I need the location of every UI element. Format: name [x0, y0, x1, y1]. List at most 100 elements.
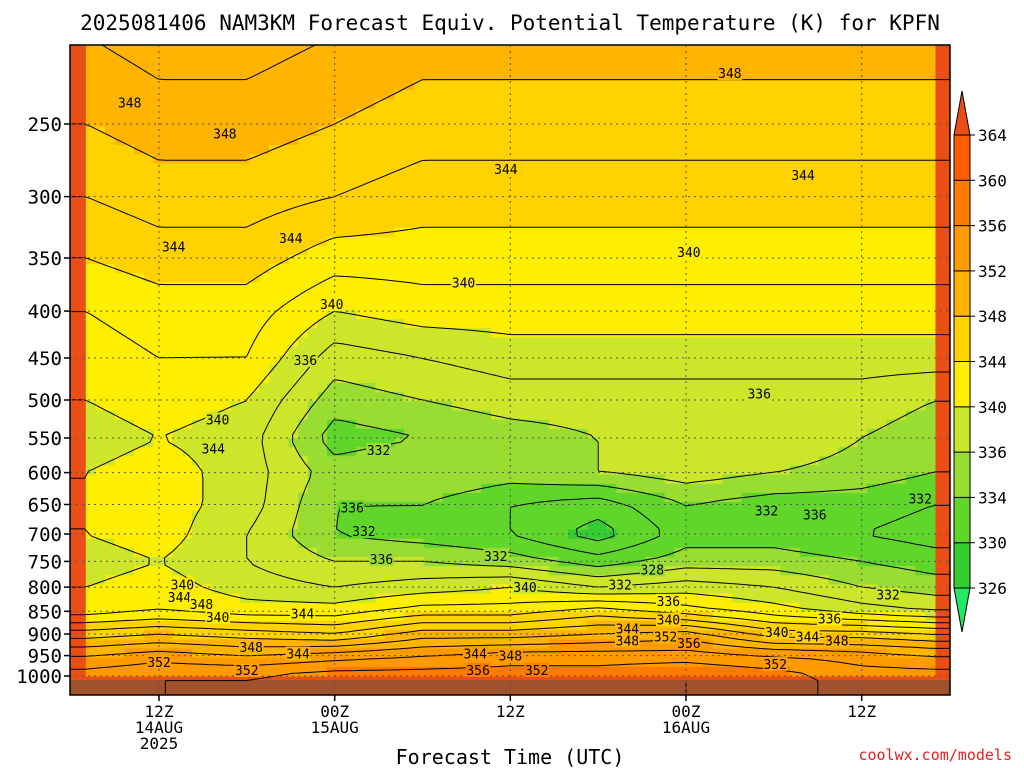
- field-cell: [597, 566, 608, 576]
- field-cell: [722, 300, 733, 311]
- field-cell: [751, 209, 762, 219]
- field-cell: [114, 218, 125, 229]
- field-cell: [732, 639, 743, 650]
- field-cell: [85, 602, 97, 613]
- field-cell: [423, 318, 434, 329]
- field-cell: [645, 529, 656, 540]
- field-cell: [114, 172, 125, 183]
- field-cell: [529, 419, 540, 430]
- field-cell: [587, 520, 598, 531]
- field-cell: [770, 264, 782, 274]
- field-cell: [548, 593, 560, 604]
- field-cell: [365, 502, 376, 512]
- field-cell: [751, 456, 762, 467]
- field-cell: [153, 172, 164, 183]
- field-cell: [558, 611, 569, 622]
- field-cell: [95, 419, 106, 430]
- field-cell: [355, 90, 367, 100]
- field-cell: [433, 35, 443, 45]
- field-cell: [452, 53, 463, 64]
- field-cell: [761, 328, 772, 338]
- field-cell: [606, 419, 618, 430]
- field-cell: [365, 126, 376, 137]
- field-cell: [404, 483, 415, 494]
- field-cell: [172, 447, 183, 457]
- field-cell: [722, 602, 733, 613]
- field-cell: [355, 337, 367, 348]
- field-cell: [741, 264, 753, 274]
- field-cell: [568, 593, 579, 604]
- field-cell: [134, 337, 145, 348]
- field-cell: [655, 410, 666, 421]
- field-cell: [249, 90, 261, 100]
- field-cell: [413, 328, 425, 338]
- field-cell: [153, 593, 164, 604]
- field-cell: [182, 511, 193, 521]
- field-cell: [500, 419, 511, 430]
- field-cell: [751, 657, 762, 668]
- field-cell: [230, 447, 241, 457]
- field-cell: [336, 428, 347, 439]
- field-cell: [645, 648, 656, 659]
- field-cell: [452, 392, 463, 402]
- field-cell: [317, 99, 328, 109]
- field-cell: [201, 236, 212, 247]
- field-cell: [597, 273, 608, 283]
- field-cell: [626, 566, 637, 576]
- field-cell: [770, 145, 782, 155]
- field-cell: [597, 199, 608, 210]
- field-cell: [606, 355, 618, 366]
- field-cell: [626, 538, 637, 549]
- field-cell: [471, 639, 482, 650]
- field-cell: [394, 373, 405, 384]
- field-cell: [568, 401, 579, 412]
- field-cell: [404, 300, 415, 311]
- field-cell: [327, 538, 338, 549]
- field-cell: [240, 328, 251, 338]
- chart-title: 2025081406 NAM3KM Forecast Equiv. Potent…: [80, 11, 940, 35]
- field-cell: [539, 145, 550, 155]
- field-cell: [491, 584, 502, 595]
- field-cell: [645, 154, 656, 164]
- field-cell: [510, 318, 521, 329]
- field-cell: [153, 483, 164, 494]
- field-cell: [751, 181, 762, 192]
- field-cell: [481, 62, 492, 73]
- field-cell: [606, 291, 618, 302]
- field-cell: [230, 71, 241, 82]
- field-cell: [355, 373, 367, 384]
- field-cell: [568, 392, 579, 402]
- field-cell: [278, 209, 290, 219]
- field-cell: [597, 145, 608, 155]
- field-cell: [684, 611, 695, 622]
- field-cell: [761, 199, 772, 210]
- field-cell: [761, 145, 772, 155]
- field-cell: [587, 474, 598, 485]
- field-cell: [519, 80, 531, 91]
- field-cell: [134, 35, 144, 45]
- field-cell: [336, 383, 347, 393]
- field-cell: [655, 264, 666, 274]
- field-cell: [182, 227, 193, 238]
- field-cell: [433, 566, 444, 576]
- field-cell: [462, 163, 473, 174]
- field-cell: [182, 108, 193, 119]
- field-cell: [114, 45, 125, 55]
- field-cell: [500, 383, 511, 393]
- field-cell: [191, 428, 203, 439]
- field-cell: [307, 575, 318, 586]
- field-cell: [703, 282, 714, 293]
- field-cell: [153, 602, 164, 613]
- field-cell: [375, 254, 386, 265]
- field-cell: [153, 639, 164, 650]
- field-cell: [548, 419, 560, 430]
- field-cell: [452, 511, 463, 521]
- field-cell: [153, 566, 164, 576]
- field-cell: [182, 199, 193, 210]
- field-cell: [471, 99, 482, 109]
- field-cell: [191, 236, 203, 247]
- field-cell: [394, 529, 405, 540]
- field-cell: [558, 172, 569, 183]
- field-cell: [249, 538, 261, 549]
- field-cell: [645, 520, 656, 531]
